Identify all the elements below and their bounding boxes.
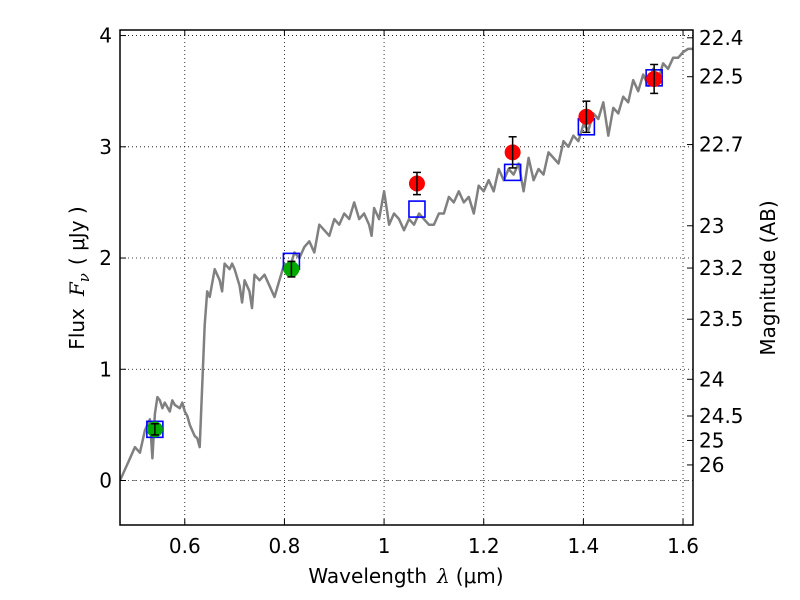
y2-tick-label: 22.7 — [699, 133, 744, 157]
y2-axis-label: Magnitude (AB) — [756, 200, 780, 355]
y-axis-label-subscript: ν — [75, 273, 93, 282]
y2-tick-label: 24.5 — [699, 404, 744, 428]
plot-frame — [119, 29, 694, 526]
x-tick-label: 1.6 — [667, 534, 699, 558]
y2-tick-label: 23 — [699, 214, 724, 238]
y-tick-label: 3 — [99, 135, 112, 159]
y2-tick-label: 24 — [699, 367, 724, 391]
grid — [120, 30, 693, 525]
x-axis-label-unit: (μm) — [456, 564, 504, 588]
x-tick-label: 1.4 — [567, 534, 599, 558]
series-layer — [120, 47, 693, 482]
y2-tick-label: 25 — [699, 428, 724, 452]
x-tick-label: 1 — [378, 534, 391, 558]
model-photometry-square — [408, 200, 426, 218]
y-axis-label-text: Flux — [65, 308, 89, 350]
x-axis-label-symbol: λ — [436, 564, 450, 588]
y2-tick-label: 22.5 — [699, 65, 744, 89]
x-tick-label: 0.8 — [269, 534, 301, 558]
x-tick-label: 0.6 — [169, 534, 201, 558]
x-tick-label: 1.2 — [468, 534, 500, 558]
y-tick-label: 1 — [99, 357, 112, 381]
y-axis-label: Flux Fν ( μJy ) — [65, 206, 93, 349]
y2-tick-label: 26 — [699, 453, 724, 477]
x-axis-label-text: Wavelength — [308, 564, 427, 588]
y2-tick-label: 23.5 — [699, 307, 744, 331]
y2-tick-label: 23.2 — [699, 256, 744, 280]
y-tick-label: 4 — [99, 24, 112, 48]
y-axis-label-symbol: F — [65, 281, 89, 297]
y-tick-label: 0 — [99, 469, 112, 493]
y2-tick-label: 22.4 — [699, 26, 744, 50]
y-axis-label-unit: ( μJy ) — [65, 206, 89, 265]
x-axis-label: Wavelength λ (μm) — [308, 564, 503, 588]
y-tick-label: 2 — [99, 246, 112, 270]
